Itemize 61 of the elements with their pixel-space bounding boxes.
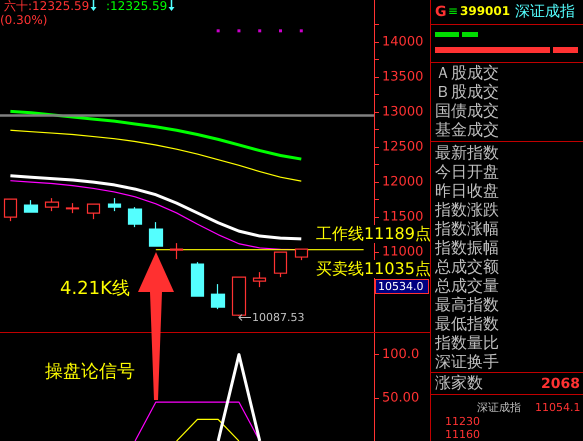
text: 今日开盘 xyxy=(435,162,499,181)
y-tick-label: 100.0 xyxy=(382,347,420,362)
text: 10534.0 xyxy=(375,279,429,294)
text: 涨家数 xyxy=(435,373,483,392)
candlestick xyxy=(4,198,18,222)
text: 指数量比 xyxy=(435,333,499,352)
text: ≡ xyxy=(448,4,458,18)
text: 399001 xyxy=(460,4,510,18)
text: 指数涨跌 xyxy=(435,200,499,219)
text: 指数涨幅 xyxy=(435,219,499,238)
text: 国债成交 xyxy=(435,101,499,120)
text: G xyxy=(435,4,446,20)
y-tick-label: 50.00 xyxy=(382,390,420,406)
candlestick xyxy=(108,198,122,212)
text: 指数振幅 xyxy=(435,238,499,257)
text: 总成交额 xyxy=(435,257,499,276)
y-tick-label: 13000 xyxy=(382,104,424,120)
candlestick xyxy=(148,222,164,247)
y-tick-label: 14000 xyxy=(382,34,424,50)
y-tick-label: 11500 xyxy=(382,210,424,225)
annotation: 操盘论信号 xyxy=(45,361,135,382)
candlestick xyxy=(170,242,184,260)
candlestick xyxy=(252,272,266,288)
text: 昨日收盘 xyxy=(435,181,499,200)
candlestick xyxy=(44,198,60,212)
y-tick-label: 11000 xyxy=(382,244,424,260)
candlestick xyxy=(210,284,226,310)
annotation: (0.30%) xyxy=(0,13,48,27)
text: Ｂ股成交 xyxy=(435,82,499,101)
candlestick xyxy=(128,206,142,228)
candlestick xyxy=(66,202,80,214)
text: 总成交量 xyxy=(435,276,499,295)
text: 11054.1 xyxy=(535,401,580,414)
text: 最低指数 xyxy=(435,314,499,333)
text: 深证成指 xyxy=(477,401,521,414)
candlestick xyxy=(274,252,288,278)
annotation: 买卖线11035点 xyxy=(316,259,431,278)
y-tick-label: 12500 xyxy=(382,140,424,155)
y-tick-label: 13500 xyxy=(382,70,424,85)
y-tick-label: 12000 xyxy=(382,174,424,190)
text: 深证换手 xyxy=(435,352,499,371)
line-series xyxy=(10,130,302,182)
text: 基金成交 xyxy=(435,120,499,139)
annotation: :12325.59 xyxy=(106,0,168,13)
annotation: 六十:12325.59 xyxy=(4,0,90,13)
annotation: 工作线11189点 xyxy=(316,224,431,243)
text: 11230 xyxy=(445,415,480,428)
annotation: 4.21K线 xyxy=(60,278,130,299)
text: 2068 xyxy=(541,376,580,392)
line-series xyxy=(8,174,303,240)
text: 最新指数 xyxy=(435,143,499,162)
line-series xyxy=(8,110,303,161)
text: 11160 xyxy=(445,428,480,441)
text: 最高指数 xyxy=(435,295,499,314)
text: 深证成指 xyxy=(515,2,575,20)
candlestick xyxy=(24,200,38,213)
candlestick xyxy=(86,204,100,220)
text: Ａ股成交 xyxy=(435,63,499,82)
candlestick xyxy=(294,248,308,261)
candlestick xyxy=(190,262,204,297)
annotation: 10087.53 xyxy=(252,311,304,324)
